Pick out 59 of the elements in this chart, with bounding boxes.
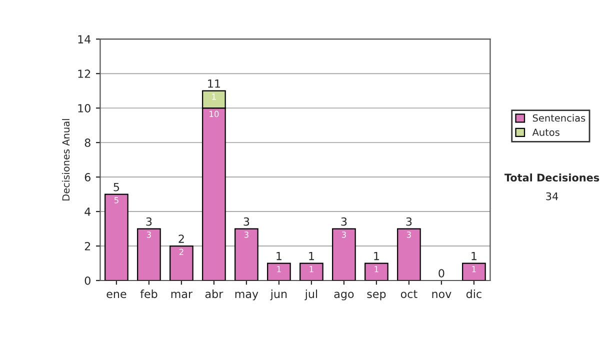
bar — [300, 262, 324, 280]
y-tick-label: 8 — [84, 138, 90, 147]
y-tick-label: 12 — [78, 70, 90, 78]
data-label: 3 — [244, 232, 248, 238]
x-tick-label: may — [235, 292, 258, 300]
data-label: 1 — [310, 266, 314, 272]
x-tick-label: nov — [432, 292, 452, 298]
y-tick-label: 10 — [78, 104, 90, 112]
total-label: 11 — [208, 80, 220, 88]
data-label: 1 — [374, 266, 378, 272]
total-label: 1 — [374, 252, 379, 260]
x-tick-label: oct — [400, 290, 418, 298]
bar — [137, 228, 161, 280]
x-tick-label: mar — [171, 292, 193, 298]
x-tick-label: abr — [205, 290, 224, 298]
data-label: 2 — [179, 248, 184, 255]
data-label: 10 — [210, 110, 219, 118]
text: Total Decisiones — [504, 173, 600, 182]
legend-label: Sentencias — [532, 114, 586, 122]
bar — [332, 228, 356, 280]
total-label: 0 — [438, 269, 444, 278]
x-tick-label: feb — [140, 290, 158, 298]
bar — [364, 262, 388, 280]
data-label: 3 — [342, 232, 346, 238]
x-tick-label: jun — [270, 290, 287, 300]
x-tick-label: sep — [367, 292, 386, 300]
text: 34 — [546, 192, 558, 200]
total-label: 1 — [276, 252, 282, 260]
x-tick-label: ago — [334, 292, 354, 300]
x-tick-label: dic — [466, 290, 482, 298]
y-axis-title: Decisiones Anual — [62, 119, 70, 200]
total-label: 3 — [244, 217, 250, 226]
data-label: 3 — [406, 232, 411, 238]
total-label: 3 — [341, 217, 347, 226]
y-tick-label: 6 — [84, 173, 90, 182]
bar — [267, 262, 291, 280]
bar — [234, 228, 258, 280]
total-label: 3 — [146, 217, 152, 226]
y-tick-label: 4 — [84, 208, 91, 216]
y-tick-label: 2 — [84, 242, 90, 250]
data-label: 1 — [212, 94, 216, 100]
bar — [104, 194, 128, 280]
y-tick-label: 14 — [78, 35, 91, 44]
data-label: 1 — [277, 266, 281, 272]
data-label: 5 — [114, 197, 118, 204]
total-label: 1 — [309, 252, 314, 260]
x-tick-label: ene — [106, 292, 126, 298]
total-label: 1 — [472, 252, 476, 260]
bar — [462, 262, 486, 280]
total-label: 2 — [178, 234, 184, 243]
x-tick-label: jul — [304, 290, 318, 300]
legend-label: Autos — [532, 128, 560, 136]
total-label: 3 — [406, 217, 412, 226]
bar — [397, 228, 421, 280]
data-label: 3 — [146, 232, 151, 238]
bar — [170, 245, 194, 280]
data-label: 1 — [472, 266, 476, 272]
total-label: 5 — [114, 183, 120, 192]
y-tick-label: 0 — [84, 276, 90, 285]
